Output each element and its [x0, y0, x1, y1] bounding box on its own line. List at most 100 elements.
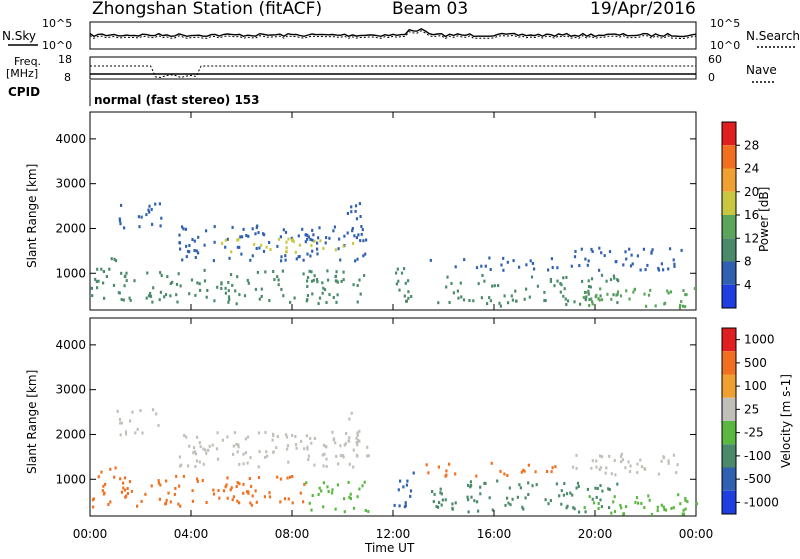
freq-left-tick-top: 18: [58, 53, 72, 66]
data-cell: [599, 454, 602, 458]
data-cell: [313, 239, 316, 243]
data-cell: [123, 284, 126, 288]
data-cell: [565, 303, 568, 306]
data-cell: [285, 246, 288, 250]
data-cell: [364, 252, 367, 256]
data-cell: [356, 284, 359, 287]
nave-right-tick-top: 60: [708, 53, 722, 66]
colorbar-segment: [722, 261, 736, 285]
data-cell: [316, 252, 319, 256]
data-cell: [311, 494, 314, 497]
data-cell: [402, 485, 405, 489]
time-tick-label: 20:00: [578, 527, 613, 541]
noise-right-tick-bottom: 10^0: [710, 39, 740, 52]
data-cell: [188, 244, 191, 247]
colorbar-segment: [722, 328, 736, 352]
velocity-panel-frame: [89, 317, 697, 517]
data-cell: [178, 455, 181, 459]
data-cell: [250, 484, 253, 488]
data-cell: [527, 493, 530, 496]
data-cell: [352, 241, 355, 245]
data-cell: [310, 441, 313, 445]
data-cell: [203, 243, 206, 247]
data-cell: [177, 272, 180, 276]
data-cell: [313, 463, 316, 467]
data-cell: [673, 262, 676, 266]
data-cell: [672, 453, 675, 457]
data-cell: [345, 432, 348, 435]
data-cell: [254, 489, 257, 493]
data-cell: [247, 234, 250, 238]
data-cell: [301, 227, 304, 231]
data-cell: [439, 491, 442, 495]
data-cell: [249, 258, 252, 262]
data-cell: [185, 255, 188, 259]
data-cell: [575, 453, 578, 457]
data-cell: [96, 267, 99, 271]
data-cell: [358, 278, 361, 282]
data-cell: [349, 492, 352, 496]
data-cell: [607, 487, 610, 491]
data-cell: [456, 289, 459, 293]
data-cell: [283, 497, 287, 501]
data-cell: [599, 498, 602, 502]
data-cell: [246, 278, 249, 282]
noise-trace: [89, 27, 697, 40]
colorbar-segment: [722, 191, 736, 215]
data-cell: [580, 247, 583, 251]
data-cell: [533, 267, 536, 271]
velocity-data-cells: [91, 408, 699, 516]
data-cell: [251, 254, 254, 258]
data-cell: [600, 455, 604, 459]
data-cell: [291, 501, 294, 505]
data-cell: [556, 279, 559, 283]
data-cell: [299, 491, 302, 495]
data-cell: [684, 507, 687, 511]
data-cell: [600, 298, 604, 302]
data-cell: [475, 266, 479, 270]
data-cell: [323, 288, 327, 292]
data-cell: [158, 497, 161, 501]
data-cell: [231, 498, 234, 502]
data-cell: [358, 429, 361, 433]
data-cell: [145, 296, 148, 300]
data-cell: [448, 462, 451, 466]
data-cell: [367, 510, 370, 513]
data-cell: [454, 265, 457, 269]
data-cell: [673, 264, 676, 268]
data-cell: [642, 247, 645, 251]
data-cell: [600, 273, 604, 277]
data-cell: [613, 459, 616, 462]
data-cell: [509, 503, 512, 507]
data-cell: [258, 450, 261, 454]
y-tick-label: 2000: [55, 427, 86, 441]
data-cell: [136, 504, 139, 508]
data-cell: [193, 249, 196, 252]
data-cell: [280, 259, 283, 263]
data-cell: [297, 255, 300, 259]
data-cell: [631, 262, 634, 266]
data-cell: [175, 293, 178, 297]
data-cell: [565, 492, 569, 496]
data-cell: [467, 510, 470, 514]
data-cell: [102, 484, 105, 488]
data-cell: [91, 294, 94, 298]
data-cell: [480, 264, 483, 268]
data-cell: [201, 479, 204, 482]
data-cell: [332, 229, 335, 233]
data-cell: [571, 465, 575, 469]
data-cell: [488, 496, 491, 500]
data-cell: [365, 238, 368, 242]
data-cell: [196, 281, 199, 285]
data-cell: [358, 439, 361, 443]
data-cell: [268, 495, 272, 499]
data-cell: [286, 444, 290, 448]
data-cell: [306, 285, 309, 288]
data-cell: [150, 484, 153, 488]
data-cell: [619, 294, 623, 298]
data-cell: [454, 501, 457, 505]
data-cell: [263, 233, 266, 237]
data-cell: [328, 293, 331, 297]
data-cell: [336, 483, 339, 487]
data-cell: [247, 281, 250, 285]
